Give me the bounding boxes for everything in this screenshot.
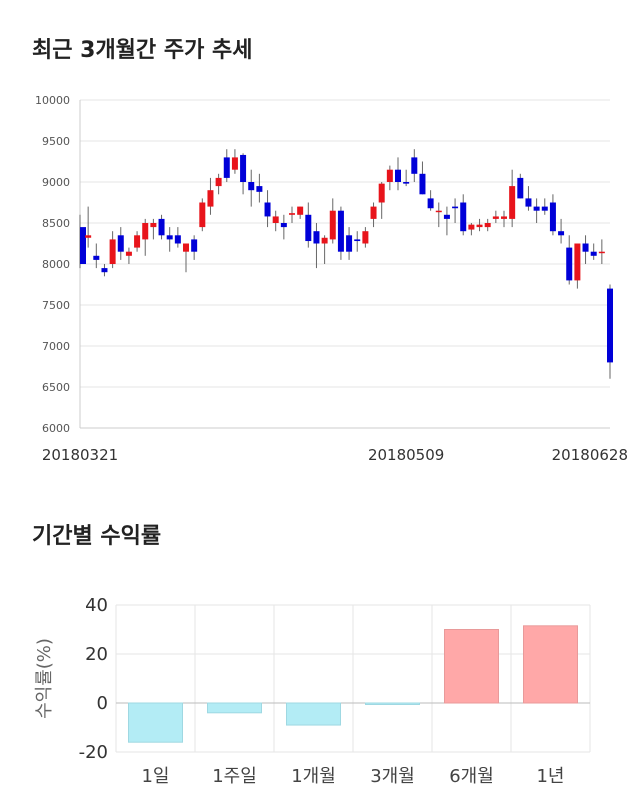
- candle-body: [443, 214, 450, 219]
- candle-body: [354, 239, 361, 242]
- return-bar: [128, 702, 183, 743]
- candle-body: [598, 251, 605, 254]
- candle-body: [525, 198, 532, 207]
- y-tick-label: -20: [79, 742, 108, 763]
- x-tick-label: 1개월: [291, 766, 336, 787]
- candle-body: [289, 213, 295, 215]
- candle-body: [476, 224, 483, 228]
- y-tick-label: 6500: [42, 381, 70, 394]
- candle-body: [411, 157, 418, 174]
- candle-body: [109, 239, 116, 264]
- return-bar: [523, 625, 578, 704]
- candle-body: [378, 183, 385, 203]
- y-tick-label: 40: [85, 595, 108, 616]
- candle-body: [231, 157, 238, 170]
- candle-body: [566, 247, 573, 281]
- candle-body: [509, 186, 516, 219]
- candle-body: [329, 210, 336, 240]
- y-tick-label: 0: [97, 693, 108, 714]
- price-trend-title: 최근 3개월간 주가 추세: [32, 38, 253, 63]
- candle-body: [468, 224, 475, 230]
- return-bar: [365, 702, 420, 705]
- candle-body: [191, 239, 198, 252]
- candle-body: [256, 186, 263, 192]
- candle-body: [484, 223, 491, 228]
- y-tick-label: 9500: [42, 135, 70, 148]
- candle-body: [297, 206, 304, 215]
- candle-body: [305, 214, 312, 242]
- candle-body: [174, 235, 181, 244]
- candle-body: [541, 206, 548, 211]
- return-bar: [286, 702, 341, 726]
- candle-body: [313, 231, 320, 244]
- y-tick-label: 7500: [42, 299, 70, 312]
- candle-body: [125, 251, 132, 256]
- x-tick-label: 20180628: [552, 446, 628, 464]
- candle-body: [435, 210, 442, 213]
- x-tick-label: 20180321: [42, 446, 118, 464]
- candle-body: [419, 173, 426, 195]
- y-tick-label: 7000: [42, 340, 70, 353]
- candle-body: [460, 202, 467, 232]
- return-bar: [444, 629, 499, 704]
- candle-body: [264, 202, 271, 217]
- y-axis-label: 수익률(%): [34, 638, 55, 719]
- candle-body: [134, 235, 141, 248]
- candle-body: [150, 223, 157, 228]
- candle-body: [492, 216, 499, 219]
- x-tick-label: 3개월: [370, 766, 415, 787]
- candle-body: [158, 218, 165, 236]
- candle-body: [166, 235, 173, 240]
- candle-body: [452, 206, 459, 209]
- candle-body: [199, 202, 206, 228]
- candle-body: [223, 157, 230, 178]
- candle-body: [337, 210, 344, 252]
- candle-body: [101, 268, 108, 273]
- y-tick-label: 20: [85, 644, 108, 665]
- candle-body: [607, 288, 613, 363]
- candle-body: [574, 243, 581, 281]
- candle-body: [395, 169, 401, 182]
- y-tick-label: 10000: [35, 94, 70, 107]
- y-tick-label: 9000: [42, 176, 70, 189]
- candle-body: [80, 227, 86, 264]
- candle-body: [117, 235, 124, 252]
- candle-body: [346, 235, 353, 252]
- candle-body: [590, 251, 597, 256]
- returns-title: 기간별 수익률: [32, 524, 162, 549]
- candle-body: [183, 243, 189, 252]
- candle-body: [272, 216, 279, 223]
- candle-body: [240, 154, 247, 182]
- candle-body: [370, 206, 377, 219]
- candle-body: [207, 190, 214, 207]
- candle-body: [533, 206, 540, 211]
- candle-body: [362, 231, 369, 244]
- candle-body: [582, 243, 589, 252]
- candle-body: [386, 169, 393, 182]
- candle-body: [215, 177, 222, 187]
- candle-body: [427, 198, 434, 209]
- x-tick-label: 1년: [536, 766, 564, 787]
- candle-body: [280, 223, 287, 228]
- x-tick-label: 1주일: [212, 766, 257, 787]
- x-tick-label: 6개월: [449, 766, 494, 787]
- candle-body: [93, 255, 100, 260]
- x-tick-label: 20180509: [368, 446, 444, 464]
- candle-body: [321, 237, 328, 244]
- candle-body: [248, 182, 255, 191]
- price-candlestick-chart: 10000 9500 9000 8500 8000 7500 7000 6500 6000 201…: [35, 94, 628, 464]
- candle-body: [517, 177, 524, 199]
- x-tick-label: 1일: [141, 766, 169, 787]
- return-bar: [207, 702, 262, 714]
- candle-body: [558, 231, 565, 236]
- y-tick-label: 8500: [42, 217, 70, 230]
- candle-body: [403, 182, 410, 184]
- candle-body: [85, 235, 92, 238]
- candle-body: [501, 216, 507, 219]
- y-tick-label: 8000: [42, 258, 70, 271]
- candle-body: [549, 202, 556, 232]
- y-tick-label: 6000: [42, 422, 70, 435]
- candle-body: [142, 223, 149, 240]
